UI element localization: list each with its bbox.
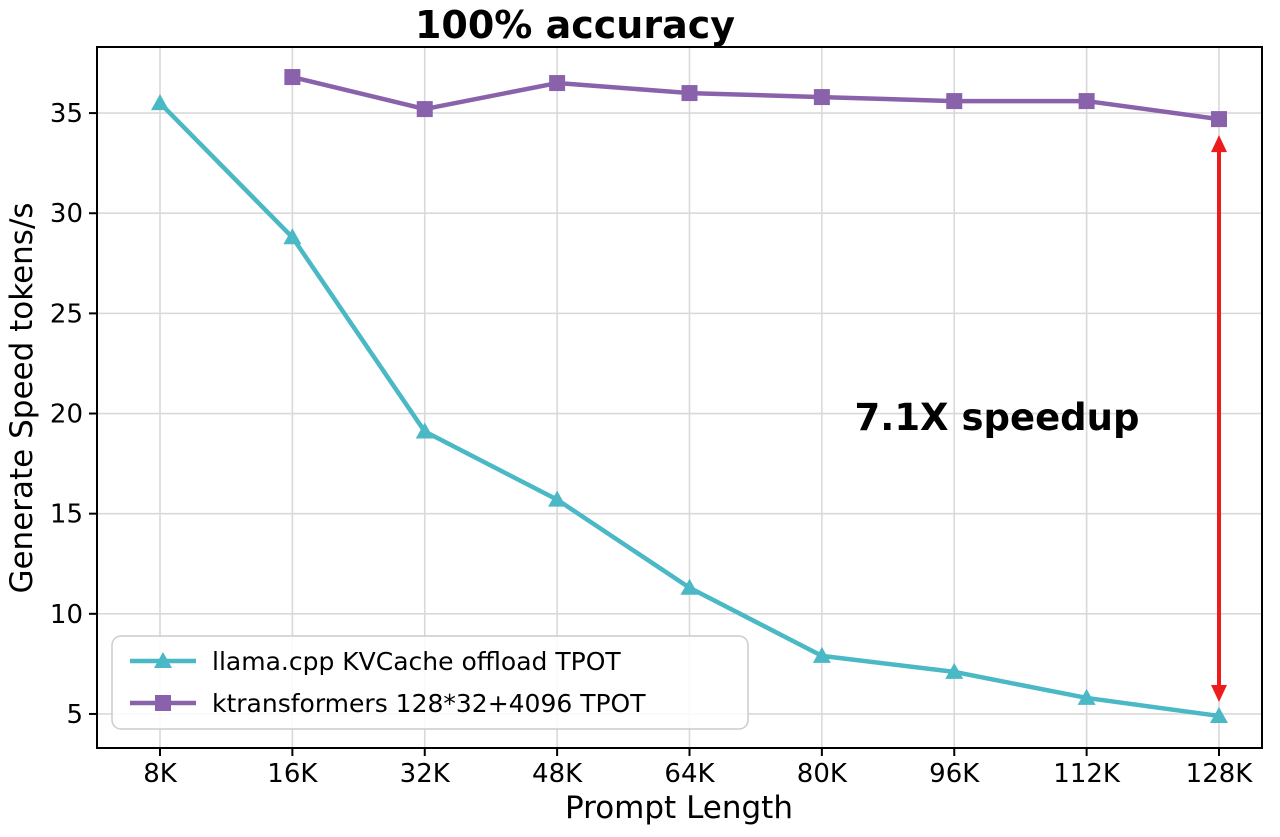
square-marker (155, 695, 171, 711)
square-marker (681, 85, 698, 102)
square-marker (416, 101, 433, 118)
arrow-head-up (1211, 135, 1227, 153)
triangle-marker (1077, 688, 1096, 705)
x-axis-label: Prompt Length (565, 790, 793, 826)
y-tick-label: 15 (50, 500, 83, 530)
y-tick-label: 35 (50, 99, 83, 129)
plot-border (96, 46, 1263, 749)
legend-label: llama.cpp KVCache offload TPOT (212, 647, 621, 676)
triangle-marker (151, 94, 169, 111)
triangle-marker (680, 578, 699, 595)
x-tick-label: 128K (1186, 759, 1254, 789)
x-tick-label: 16K (267, 759, 318, 789)
x-tick-label: 112K (1053, 759, 1121, 789)
series-line (290, 74, 1222, 122)
y-tick-label: 10 (50, 600, 83, 630)
square-marker (1211, 111, 1227, 128)
square-marker (1078, 93, 1095, 110)
legend-label: ktransformers 128*32+4096 TPOT (212, 689, 646, 718)
x-tick-label: 32K (400, 759, 451, 789)
x-tick-label: 48K (532, 759, 583, 789)
y-tick-label: 25 (50, 299, 83, 329)
speedup-annotation: 7.1X speedup (855, 396, 1140, 439)
square-marker (946, 93, 963, 110)
square-marker (813, 89, 830, 106)
triangle-marker (548, 490, 567, 507)
triangle-marker (415, 422, 434, 439)
data-series (151, 69, 1228, 723)
triangle-marker (1210, 706, 1228, 723)
arrow-head-down (1211, 684, 1227, 702)
x-tick-label: 96K (929, 759, 980, 789)
triangle-marker (154, 652, 172, 668)
axes-frame (96, 46, 1263, 749)
triangle-marker (283, 228, 302, 245)
y-tick-label: 5 (66, 700, 83, 730)
speedup-arrow (1211, 135, 1227, 702)
chart-title: 100% accuracy (415, 3, 735, 47)
y-tick-label: 30 (50, 199, 83, 229)
legend: llama.cpp KVCache offload TPOT ktransform… (111, 635, 749, 730)
y-tick-label: 20 (50, 400, 83, 430)
x-tick-label: 64K (664, 759, 715, 789)
square-marker (549, 75, 566, 92)
x-tick-label: 8K (143, 759, 178, 789)
x-tick-label: 80K (797, 759, 848, 789)
y-axis-label: Generate Speed tokens/s (4, 202, 40, 593)
axis-ticks: 8K 16K 32K 48K 64K 80K 96K 112K 128K 5 10 15 20 25 30 3… (50, 99, 1253, 789)
legend-box (111, 635, 749, 730)
grid-lines (97, 47, 1262, 748)
triangle-marker (945, 662, 964, 679)
square-marker (284, 69, 301, 86)
triangle-marker (812, 646, 831, 663)
